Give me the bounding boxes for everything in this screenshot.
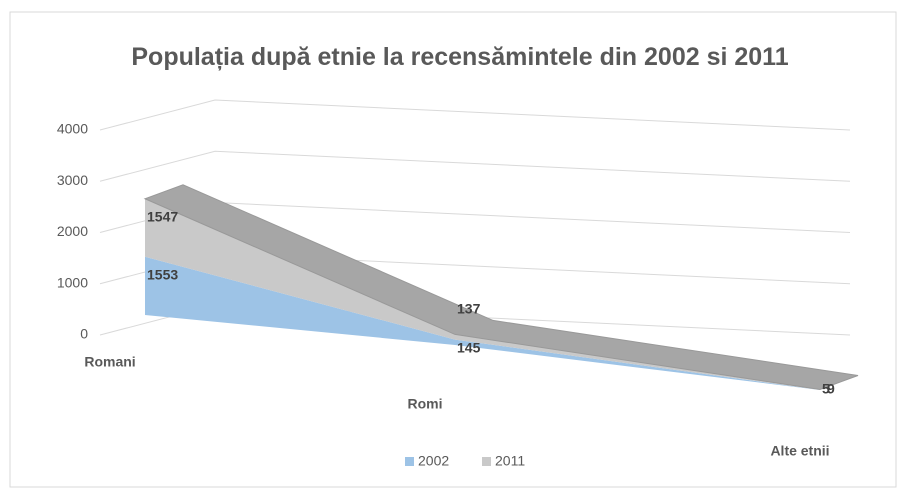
grid-line (99, 150, 851, 182)
legend-label: 2002 (418, 453, 449, 469)
chart-title: Populația după etnie la recensămintele d… (131, 43, 789, 71)
data-label: 1553 (147, 267, 178, 283)
legend-swatch (405, 457, 414, 466)
legend-label: 2011 (495, 453, 525, 469)
y-tick-label: 4000 (57, 121, 88, 137)
y-tick-label: 1000 (57, 274, 88, 290)
x-tick-label: Romani (84, 354, 135, 370)
x-tick-label: Alte etnii (770, 443, 829, 459)
y-tick-label: 0 (80, 326, 88, 342)
area (145, 256, 820, 390)
chart-border (9, 11, 897, 488)
data-label: 5 (822, 381, 830, 397)
data-label: 145 (457, 340, 481, 356)
data-label: 1547 (147, 208, 178, 224)
y-tick-label: 2000 (57, 223, 88, 239)
area-top-face (143, 184, 859, 390)
data-label: 9 (827, 380, 835, 396)
x-tick-label: Romi (408, 396, 443, 412)
y-tick-label: 3000 (57, 172, 88, 188)
legend-swatch (482, 457, 491, 466)
data-label: 137 (457, 301, 481, 317)
grid-line (99, 99, 851, 131)
